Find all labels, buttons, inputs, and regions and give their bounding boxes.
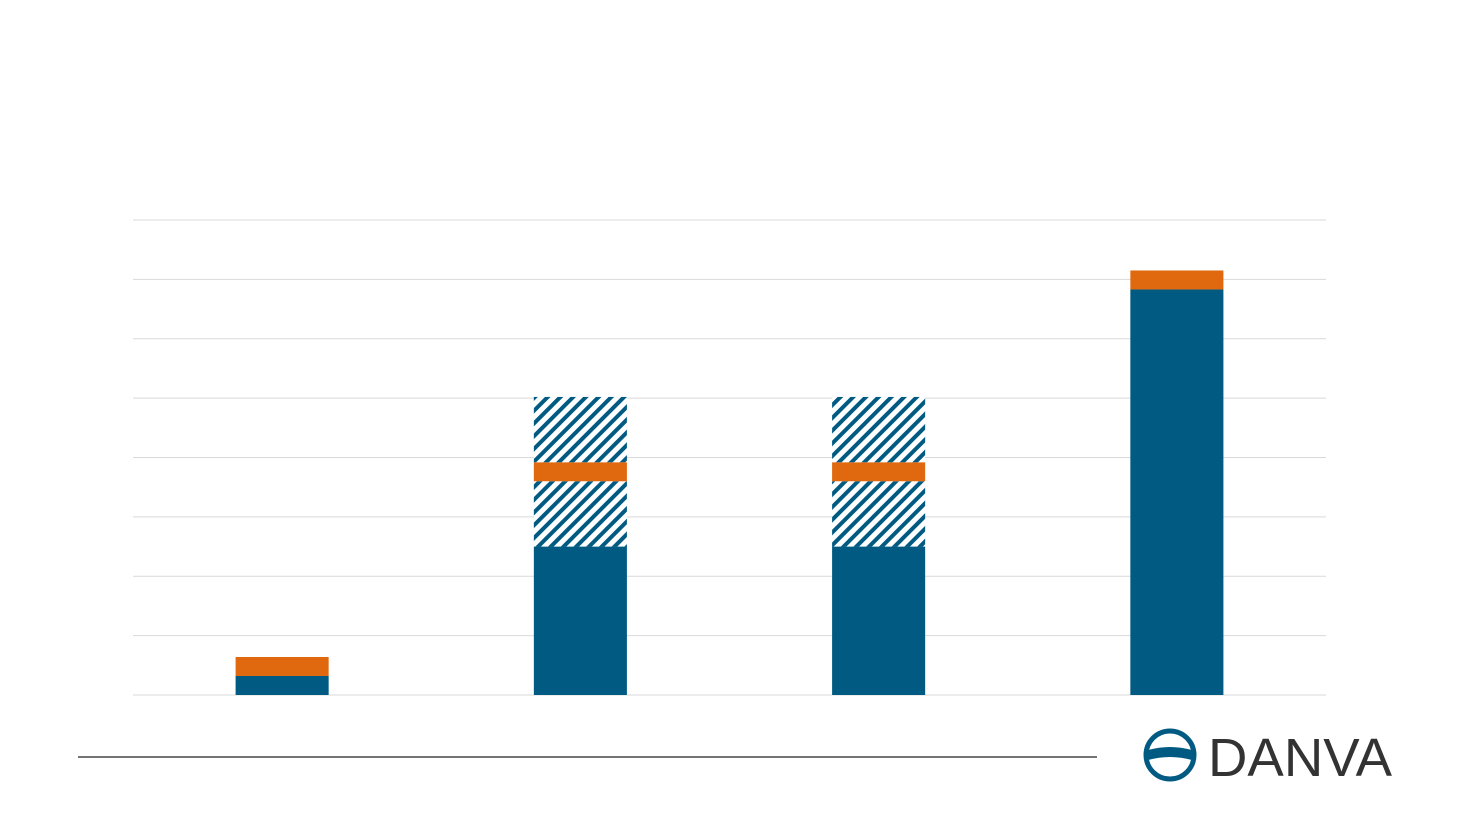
bar-segment	[832, 546, 926, 695]
bar-segment	[533, 462, 627, 482]
bar-segment	[832, 481, 926, 547]
logo-text: DANVA	[1208, 728, 1392, 788]
bar-segment	[832, 396, 926, 463]
bar-segment	[533, 481, 627, 547]
logo: DANVA	[1143, 728, 1392, 788]
bar-segment	[235, 676, 329, 695]
bar-segment	[1130, 270, 1224, 290]
bar-segment	[235, 657, 329, 676]
bar-segment	[533, 396, 627, 463]
plot	[133, 219, 1326, 696]
bar-segment	[533, 546, 627, 695]
logo-mark	[1143, 728, 1197, 782]
bar-segment	[1130, 289, 1224, 695]
logo-band	[1148, 747, 1192, 760]
bar-segment	[832, 462, 926, 482]
